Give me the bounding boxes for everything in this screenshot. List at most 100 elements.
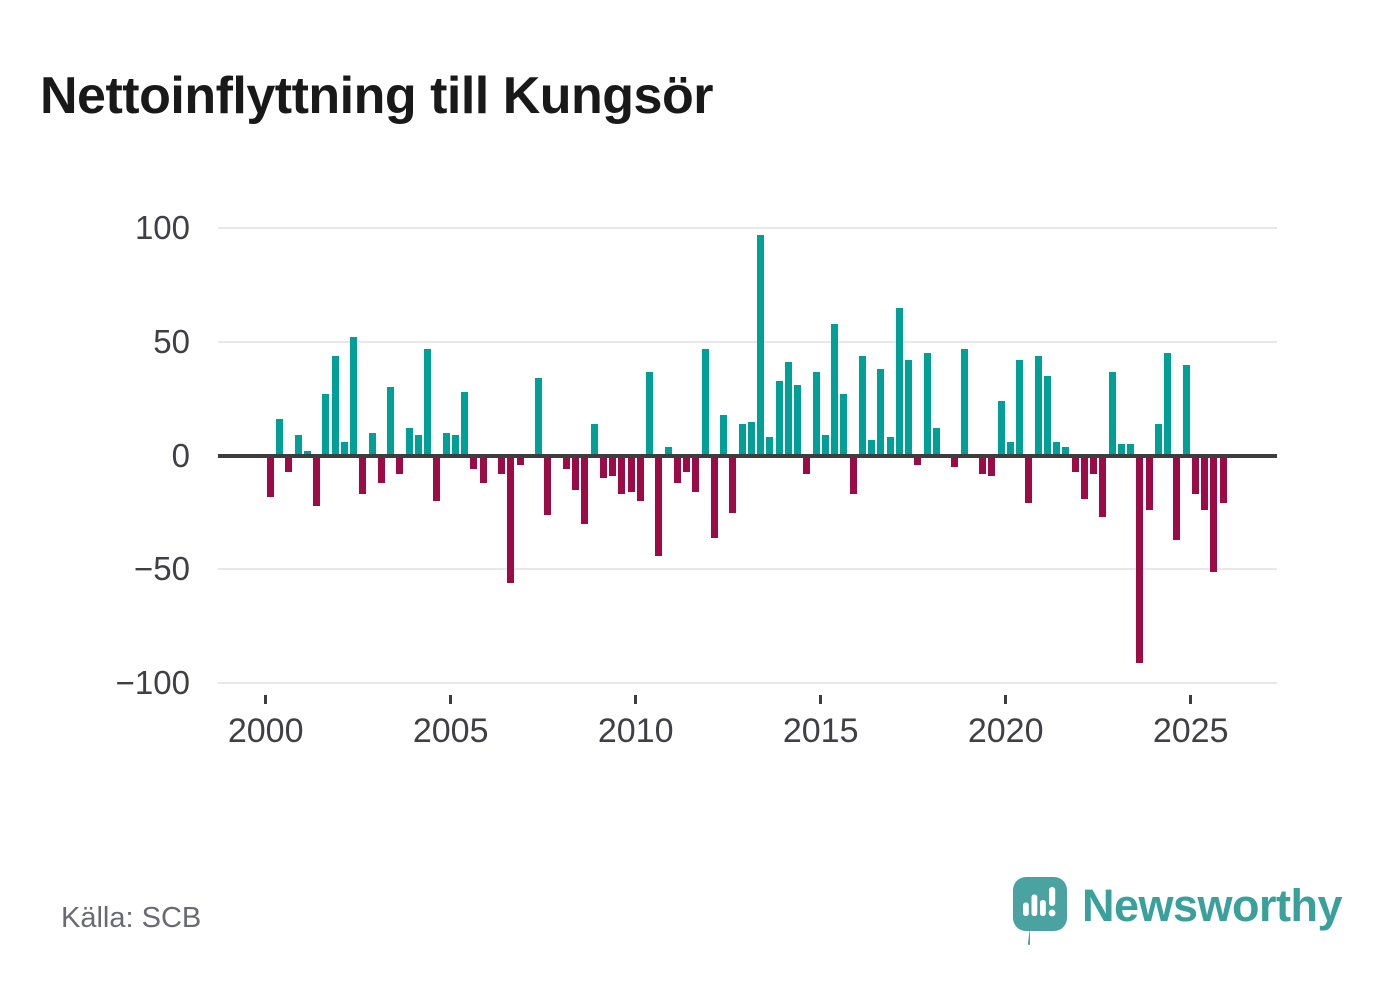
bar-2003-Q3 bbox=[396, 455, 404, 474]
bar-2001-Q4 bbox=[331, 355, 339, 456]
y-tick-label: −50 bbox=[134, 550, 190, 588]
bar-2025-Q4 bbox=[1219, 455, 1227, 504]
bar-2002-Q3 bbox=[359, 455, 367, 495]
bar-2007-Q2 bbox=[535, 378, 543, 456]
bar-2024-Q1 bbox=[1154, 423, 1162, 456]
bar-2021-Q4 bbox=[1071, 455, 1079, 472]
bar-2020-Q4 bbox=[1034, 355, 1042, 456]
bar-2000-Q1 bbox=[266, 455, 274, 497]
bar-2016-Q1 bbox=[858, 355, 866, 456]
bar-2023-Q1 bbox=[1117, 444, 1125, 456]
bar-2019-Q3 bbox=[988, 455, 996, 477]
bar-2010-Q1 bbox=[636, 455, 644, 502]
bar-2011-Q3 bbox=[692, 455, 700, 493]
bar-2006-Q2 bbox=[498, 455, 506, 474]
x-tick-label: 2000 bbox=[227, 712, 304, 750]
y-tick-label: 0 bbox=[171, 436, 190, 474]
bar-2025-Q1 bbox=[1191, 455, 1199, 495]
bar-2019-Q4 bbox=[997, 401, 1005, 456]
bar-2001-Q2 bbox=[313, 455, 321, 506]
bar-2007-Q3 bbox=[544, 455, 552, 515]
bar-2023-Q3 bbox=[1136, 455, 1144, 663]
bar-2011-Q1 bbox=[673, 455, 681, 483]
newsworthy-wordmark: Newsworthy bbox=[1082, 880, 1343, 931]
x-axis-line bbox=[218, 453, 1277, 458]
bar-2009-Q4 bbox=[627, 455, 635, 493]
bar-2001-Q1 bbox=[303, 451, 311, 456]
gridline bbox=[218, 682, 1277, 685]
bar-2013-Q1 bbox=[747, 421, 755, 456]
bar-2022-Q4 bbox=[1108, 371, 1116, 456]
bar-2010-Q3 bbox=[655, 455, 663, 556]
bar-2021-Q2 bbox=[1053, 442, 1061, 456]
bar-2023-Q4 bbox=[1145, 455, 1153, 511]
bar-2000-Q4 bbox=[294, 435, 302, 456]
bar-2018-Q1 bbox=[932, 428, 940, 456]
bar-2017-Q1 bbox=[895, 307, 903, 456]
bar-2005-Q3 bbox=[470, 455, 478, 470]
bar-2017-Q2 bbox=[905, 360, 913, 456]
bar-2002-Q2 bbox=[350, 337, 358, 456]
bar-2024-Q2 bbox=[1164, 353, 1172, 456]
bar-2023-Q2 bbox=[1127, 444, 1135, 456]
bar-2025-Q3 bbox=[1210, 455, 1218, 572]
bar-2020-Q2 bbox=[1016, 360, 1024, 456]
bar-2005-Q2 bbox=[461, 391, 469, 456]
bar-2015-Q4 bbox=[849, 455, 857, 495]
bar-2000-Q3 bbox=[285, 455, 293, 472]
bar-2021-Q3 bbox=[1062, 446, 1070, 456]
bar-2010-Q4 bbox=[664, 446, 672, 456]
bar-2005-Q1 bbox=[451, 435, 459, 456]
bar-2016-Q2 bbox=[868, 439, 876, 456]
bar-2014-Q3 bbox=[803, 455, 811, 474]
bar-2022-Q1 bbox=[1080, 455, 1088, 499]
x-tick-label: 2010 bbox=[597, 712, 674, 750]
bar-2013-Q3 bbox=[766, 437, 774, 456]
source-note: Källa: SCB bbox=[61, 902, 202, 934]
x-tick bbox=[264, 695, 268, 704]
bar-2013-Q4 bbox=[775, 380, 783, 456]
bar-2022-Q3 bbox=[1099, 455, 1107, 518]
bar-2009-Q2 bbox=[609, 455, 617, 477]
x-tick-label: 2015 bbox=[782, 712, 859, 750]
bar-2004-Q2 bbox=[424, 348, 432, 456]
bar-2011-Q2 bbox=[683, 455, 691, 472]
x-tick-label: 2025 bbox=[1152, 712, 1229, 750]
bar-2008-Q4 bbox=[590, 423, 598, 456]
bar-2001-Q3 bbox=[322, 394, 330, 456]
bar-2004-Q4 bbox=[442, 432, 450, 456]
bar-2018-Q4 bbox=[960, 348, 968, 456]
bar-2004-Q1 bbox=[414, 435, 422, 456]
bar-2002-Q4 bbox=[368, 432, 376, 456]
bar-2012-Q4 bbox=[738, 423, 746, 456]
bar-2003-Q4 bbox=[405, 428, 413, 456]
x-tick bbox=[634, 695, 638, 704]
bar-2024-Q3 bbox=[1173, 455, 1181, 540]
bar-2003-Q1 bbox=[377, 455, 385, 483]
gridline bbox=[218, 568, 1277, 571]
bar-2016-Q3 bbox=[877, 369, 885, 456]
y-tick-label: −100 bbox=[115, 664, 190, 702]
x-tick bbox=[1189, 695, 1193, 704]
bar-2002-Q1 bbox=[340, 442, 348, 456]
x-tick-label: 2005 bbox=[412, 712, 489, 750]
y-tick-label: 50 bbox=[153, 322, 190, 360]
bar-2016-Q4 bbox=[886, 437, 894, 456]
bar-2009-Q1 bbox=[599, 455, 607, 479]
bar-2014-Q2 bbox=[794, 385, 802, 456]
newsworthy-speech-bubble-bar-chart-icon bbox=[1012, 876, 1068, 951]
bar-2009-Q3 bbox=[618, 455, 626, 495]
y-tick-label: 100 bbox=[134, 209, 190, 247]
chart-title: Nettoinflyttning till Kungsör bbox=[40, 67, 713, 125]
x-tick bbox=[1004, 695, 1008, 704]
x-tick bbox=[819, 695, 823, 704]
newsworthy-logo[interactable]: Newsworthy bbox=[1012, 876, 1343, 951]
bar-2006-Q3 bbox=[507, 455, 515, 584]
bar-2012-Q3 bbox=[729, 455, 737, 513]
gridline bbox=[218, 227, 1277, 230]
bar-2005-Q4 bbox=[479, 455, 487, 483]
bar-2008-Q1 bbox=[562, 455, 570, 470]
bar-2017-Q4 bbox=[923, 353, 931, 456]
bar-2006-Q4 bbox=[516, 455, 524, 465]
